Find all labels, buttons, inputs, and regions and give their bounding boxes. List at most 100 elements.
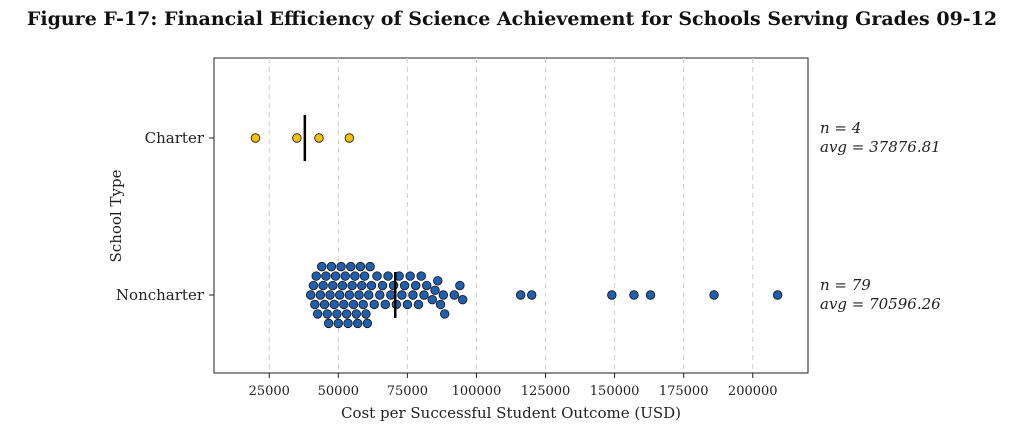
noncharter-point — [366, 280, 377, 291]
noncharter-point — [308, 280, 319, 291]
noncharter-point — [358, 299, 368, 310]
noncharter-point — [438, 290, 449, 300]
noncharter-point — [354, 290, 364, 300]
noncharter-point — [357, 280, 367, 291]
noncharter-point — [449, 290, 460, 300]
noncharter-point — [399, 280, 410, 291]
noncharter-point — [645, 290, 656, 300]
noncharter-point — [709, 290, 719, 300]
noncharter-point — [629, 290, 639, 300]
noncharter-point — [364, 290, 374, 300]
noncharter-point — [388, 280, 399, 291]
noncharter-point — [318, 280, 328, 291]
noncharter-point — [355, 261, 366, 272]
x-tick-label: 75000 — [387, 384, 428, 399]
noncharter-point — [325, 290, 335, 300]
noncharter-point — [323, 318, 334, 329]
noncharter-point — [377, 280, 388, 291]
noncharter-point — [346, 261, 356, 272]
noncharter-point — [361, 309, 371, 319]
noncharter-point — [352, 318, 363, 329]
noncharter-point — [340, 271, 350, 281]
noncharter-point — [330, 271, 341, 281]
noncharter-point — [310, 299, 320, 310]
charter-point — [292, 133, 302, 143]
noncharter-point — [317, 261, 327, 272]
charter-point — [250, 133, 261, 143]
noncharter-point — [333, 318, 344, 329]
noncharter-point — [347, 280, 357, 291]
noncharter-point — [315, 290, 326, 300]
noncharter-point — [350, 271, 360, 281]
charter-point — [344, 133, 355, 143]
x-tick-label: 150000 — [590, 384, 640, 399]
noncharter-point — [339, 299, 349, 310]
noncharter-point — [319, 299, 330, 310]
x-tick-label: 200000 — [728, 384, 778, 399]
x-tick-label: 50000 — [318, 384, 359, 399]
noncharter-point — [375, 290, 385, 300]
noncharter-point — [455, 280, 465, 291]
noncharter-point — [457, 295, 468, 305]
noncharter-point — [413, 299, 424, 310]
y-axis-ticks: Charter Noncharter — [116, 129, 214, 304]
noncharter-point — [607, 290, 617, 300]
x-tick-label: 100000 — [452, 384, 502, 399]
noncharter-point — [328, 280, 338, 291]
noncharter-point — [515, 290, 526, 300]
noncharter-point — [332, 309, 342, 319]
charter-point — [314, 133, 324, 143]
x-axis-label: Cost per Successful Student Outcome (USD… — [341, 404, 681, 422]
noncharter-point — [402, 299, 413, 310]
x-axis-ticks: 25000 50000 75000 100000 125000 150000 175000 2… — [249, 373, 778, 399]
x-tick-label: 25000 — [249, 384, 290, 399]
noncharter-point — [341, 309, 352, 319]
noncharter-point — [439, 309, 450, 319]
noncharter-point — [386, 290, 396, 300]
noncharter-point — [329, 299, 339, 310]
noncharter-point — [335, 290, 345, 300]
y-axis-label: School Type — [107, 169, 125, 262]
charter-n-annotation: n = 4 — [820, 119, 861, 137]
noncharter-point — [365, 261, 375, 272]
noncharter-point — [435, 299, 446, 310]
noncharter-point — [351, 309, 361, 319]
noncharter-point — [430, 285, 440, 295]
noncharter-point — [419, 290, 429, 300]
noncharter-avg-annotation: avg = 70596.26 — [820, 295, 941, 313]
noncharter-point — [397, 290, 407, 300]
noncharter-point — [321, 271, 331, 281]
noncharter-point — [772, 290, 783, 300]
x-tick-label: 175000 — [659, 384, 709, 399]
charter-avg-annotation: avg = 37876.81 — [820, 138, 941, 156]
noncharter-point — [408, 290, 418, 300]
plot-frame — [213, 57, 809, 374]
noncharter-point — [372, 271, 382, 281]
noncharter-point — [343, 318, 353, 329]
noncharter-point — [380, 299, 390, 310]
noncharter-point — [336, 261, 346, 272]
noncharter-point — [348, 299, 359, 310]
noncharter-point — [405, 271, 415, 281]
noncharter-point — [344, 290, 355, 300]
noncharter-point — [416, 271, 426, 281]
data-points — [250, 133, 783, 329]
noncharter-point — [337, 280, 348, 291]
y-tick-label-noncharter: Noncharter — [116, 286, 205, 304]
noncharter-point — [322, 309, 332, 319]
chart-title: Figure F-17: Financial Efficiency of Sci… — [26, 8, 998, 30]
mean-markers — [303, 115, 397, 318]
noncharter-point — [305, 290, 316, 300]
noncharter-point — [312, 309, 323, 319]
noncharter-point — [326, 261, 337, 272]
noncharter-point — [359, 271, 370, 281]
noncharter-point — [422, 280, 432, 291]
x-tick-label: 125000 — [521, 384, 571, 399]
noncharter-point — [369, 299, 379, 310]
noncharter-point — [427, 295, 437, 305]
noncharter-point — [362, 318, 373, 329]
grid-lines — [268, 58, 754, 373]
noncharter-point — [433, 276, 443, 286]
noncharter-point — [311, 271, 321, 281]
